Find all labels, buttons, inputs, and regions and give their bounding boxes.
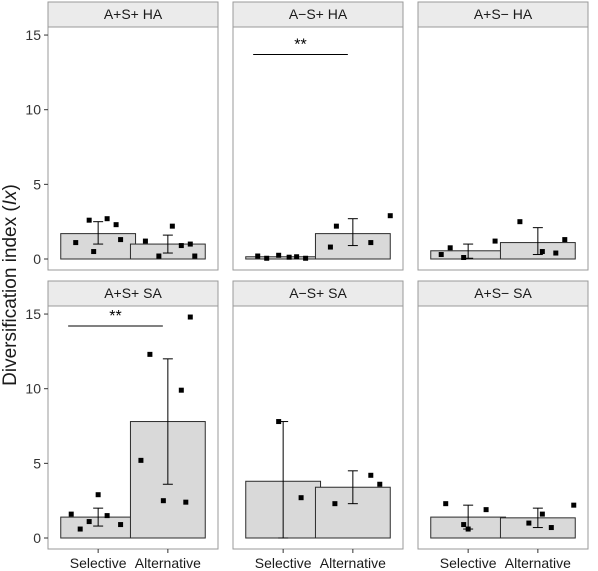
data-point [73, 240, 79, 246]
data-point [160, 498, 166, 504]
y-tick-label: 15 [25, 306, 41, 322]
data-point [492, 238, 498, 244]
data-point [187, 314, 193, 320]
x-tick-label: Selective [440, 555, 497, 571]
data-point [327, 244, 333, 250]
data-point [303, 255, 309, 261]
data-point [368, 240, 374, 246]
data-point [113, 222, 119, 228]
data-point [483, 507, 489, 513]
y-tick-label: 10 [25, 381, 41, 397]
data-point [95, 492, 101, 498]
data-point [118, 522, 124, 528]
y-tick-label: 10 [25, 102, 41, 118]
panel-strip [47, 280, 219, 307]
data-point [461, 522, 467, 528]
data-point [192, 253, 198, 259]
significance-label: ** [109, 308, 121, 325]
data-point [104, 513, 110, 519]
data-point [178, 387, 184, 393]
data-point [548, 525, 554, 531]
data-point [255, 253, 261, 259]
data-point [104, 216, 110, 222]
data-point [187, 241, 193, 247]
data-point [147, 351, 153, 357]
panel-title: A+S+ HA [104, 6, 163, 22]
data-point [118, 237, 124, 243]
data-point [77, 526, 83, 532]
data-point [86, 217, 92, 223]
y-tick-label: 5 [33, 455, 41, 471]
data-point [68, 511, 74, 517]
data-point [387, 213, 393, 219]
data-point [298, 495, 304, 501]
panel-title: A+S+ SA [104, 285, 162, 301]
data-point [461, 255, 467, 261]
data-point [377, 481, 383, 487]
panel-title: A+S− HA [474, 6, 533, 22]
data-point [443, 501, 449, 507]
data-point [332, 501, 338, 507]
data-point [142, 238, 148, 244]
y-axis-label: Diversification index (Ix) [0, 184, 21, 386]
y-tick-label: 15 [25, 27, 41, 43]
data-point [539, 511, 545, 517]
data-point [517, 219, 523, 225]
panel-strip [47, 1, 219, 28]
data-point [91, 249, 97, 255]
panel-background [417, 305, 589, 550]
panel-strip [232, 280, 404, 307]
x-tick-label: Selective [70, 555, 127, 571]
panel-title: A+S− SA [474, 285, 532, 301]
data-point [539, 249, 545, 255]
data-point [465, 526, 471, 532]
panel-title: A−S+ SA [289, 285, 347, 301]
data-point [276, 252, 282, 258]
panel-title: A−S+ HA [289, 6, 348, 22]
data-point [138, 457, 144, 463]
data-point [571, 502, 577, 508]
x-tick-label: Alternative [505, 555, 571, 571]
panel-strip [417, 1, 589, 28]
data-point [438, 252, 444, 258]
y-tick-label: 0 [33, 251, 41, 267]
data-point [264, 255, 270, 261]
panel-background [47, 26, 219, 271]
data-point [553, 250, 559, 256]
data-point [526, 520, 532, 526]
significance-label: ** [294, 36, 306, 53]
x-tick-label: Alternative [320, 555, 386, 571]
x-tick-label: Alternative [135, 555, 201, 571]
panel-background [417, 26, 589, 271]
panel-strip [417, 280, 589, 307]
data-point [156, 253, 162, 259]
data-point [169, 223, 175, 229]
data-point [333, 223, 339, 229]
y-tick-label: 0 [33, 530, 41, 546]
data-point [183, 499, 189, 505]
data-point [286, 254, 292, 260]
data-point [368, 472, 374, 478]
y-tick-label: 5 [33, 176, 41, 192]
data-point [294, 254, 300, 260]
data-point [86, 519, 92, 525]
panel-background [232, 26, 404, 271]
data-point [447, 245, 453, 251]
data-point [562, 237, 568, 243]
plot-layer: A+S+ HA 0 5 10 15 A−S+ HA ** A+S− HA A+S+ SA 0 5 10… [25, 1, 589, 571]
data-point [178, 243, 184, 249]
x-tick-label: Selective [255, 555, 312, 571]
data-point [276, 419, 282, 425]
